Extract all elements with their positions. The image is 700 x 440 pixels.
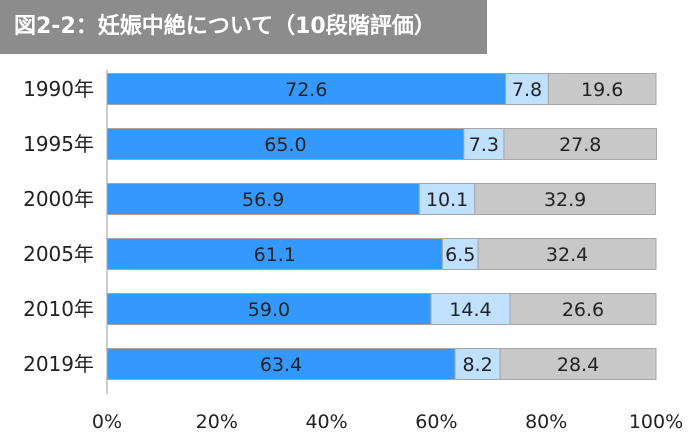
bar-segment [106, 348, 456, 380]
data-label: 32.4 [546, 244, 588, 266]
data-label: 26.6 [562, 299, 604, 321]
x-tick-label: 100% [629, 411, 683, 433]
category-label: 2019年 [23, 352, 94, 376]
bar-segment [477, 238, 657, 270]
bar-segment [474, 183, 656, 215]
category-label: 2010年 [23, 297, 94, 321]
bar-segment [454, 348, 501, 380]
category-label: 1995年 [23, 132, 94, 156]
bar-segment [503, 128, 658, 160]
x-tick-label: 20% [196, 411, 238, 433]
data-label: 61.1 [254, 244, 296, 266]
data-label: 65.0 [264, 134, 306, 156]
data-label: 63.4 [260, 354, 302, 376]
bar-segment [441, 238, 479, 270]
category-label: 1990年 [23, 77, 94, 101]
data-label: 28.4 [557, 354, 599, 376]
bar-segment [547, 73, 657, 105]
x-tick-label: 40% [305, 411, 347, 433]
data-label: 19.6 [581, 79, 623, 101]
data-label: 6.5 [445, 244, 475, 266]
chart-title: 図2-2：妊娠中絶について（10段階評価） [0, 0, 487, 54]
data-label: 7.8 [512, 79, 542, 101]
bar-segment [430, 293, 511, 325]
data-label: 14.4 [449, 299, 491, 321]
bar-segment [106, 128, 465, 160]
data-label: 7.3 [469, 134, 499, 156]
bar-segment [463, 128, 505, 160]
bar-segment [499, 348, 657, 380]
bar-segment [106, 73, 507, 105]
data-label: 10.1 [426, 189, 468, 211]
data-label: 8.2 [462, 354, 492, 376]
bar-segment [106, 293, 432, 325]
category-label: 2000年 [23, 187, 94, 211]
x-tick-label: 0% [92, 411, 122, 433]
data-label: 72.6 [285, 79, 327, 101]
bar-segment [509, 293, 657, 325]
bar-segment [505, 73, 549, 105]
data-label: 56.9 [242, 189, 284, 211]
data-label: 59.0 [248, 299, 290, 321]
data-label: 32.9 [544, 189, 586, 211]
x-tick-label: 80% [525, 411, 567, 433]
category-label: 2005年 [23, 242, 94, 266]
x-tick-label: 60% [415, 411, 457, 433]
data-label: 27.8 [559, 134, 601, 156]
